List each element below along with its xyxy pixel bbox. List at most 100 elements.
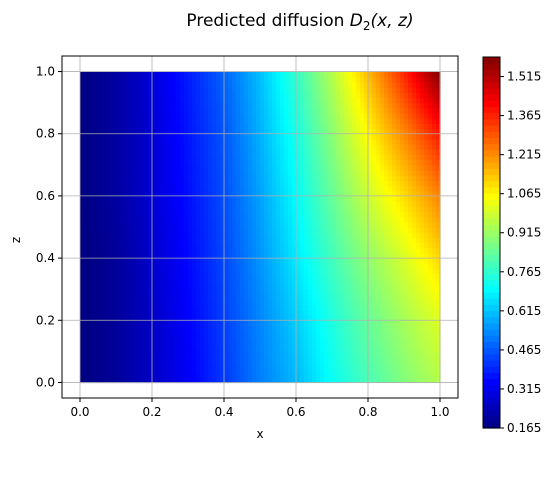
- heatmap-cell: [380, 346, 385, 352]
- heatmap-cell: [228, 118, 233, 124]
- heatmap-cell: [412, 138, 417, 145]
- heatmap-cell: [436, 315, 441, 321]
- heatmap-cell: [364, 294, 369, 301]
- heatmap-cell: [432, 227, 437, 233]
- heatmap-cell: [300, 258, 305, 264]
- heatmap-cell: [132, 221, 137, 228]
- heatmap-cell: [140, 133, 145, 140]
- heatmap-cell: [124, 304, 129, 311]
- heatmap-cell: [212, 242, 217, 249]
- heatmap-cell: [196, 175, 201, 181]
- heatmap-cell: [204, 366, 209, 373]
- heatmap-cell: [324, 366, 329, 373]
- heatmap-cell: [220, 211, 225, 218]
- heatmap-cell: [288, 299, 293, 306]
- heatmap-cell: [196, 284, 201, 290]
- heatmap-cell: [148, 242, 153, 249]
- heatmap-cell: [184, 346, 189, 352]
- heatmap-cell: [100, 351, 105, 358]
- heatmap-cell: [120, 102, 125, 109]
- heatmap-cell: [152, 195, 157, 202]
- heatmap-cell: [356, 164, 361, 171]
- heatmap-cell: [196, 232, 201, 238]
- heatmap-cell: [172, 294, 177, 301]
- heatmap-cell: [300, 133, 305, 140]
- heatmap-cell: [376, 107, 381, 114]
- heatmap-cell: [108, 190, 113, 197]
- heatmap-cell: [108, 372, 113, 378]
- heatmap-cell: [216, 247, 221, 254]
- heatmap-cell: [240, 258, 245, 264]
- heatmap-cell: [384, 304, 389, 311]
- heatmap-cell: [80, 211, 85, 218]
- heatmap-cell: [116, 216, 121, 223]
- heatmap-cell: [188, 180, 193, 187]
- heatmap-cell: [280, 258, 285, 264]
- heatmap-cell: [156, 273, 161, 280]
- heatmap-cell: [212, 190, 217, 197]
- heatmap-cell: [376, 372, 381, 378]
- heatmap-cell: [280, 372, 285, 378]
- heatmap-cell: [252, 107, 257, 114]
- heatmap-cell: [148, 335, 153, 342]
- heatmap-cell: [344, 315, 349, 321]
- heatmap-cell: [264, 170, 269, 176]
- heatmap-cell: [420, 356, 425, 363]
- heatmap-cell: [376, 284, 381, 290]
- heatmap-cell: [144, 206, 149, 213]
- heatmap-cell: [104, 268, 109, 275]
- heatmap-cell: [132, 102, 137, 109]
- heatmap-cell: [96, 268, 101, 275]
- heatmap-cell: [408, 138, 413, 145]
- heatmap-cell: [364, 366, 369, 373]
- heatmap-cell: [396, 138, 401, 145]
- heatmap-cell: [368, 133, 373, 140]
- heatmap-cell: [344, 211, 349, 218]
- heatmap-cell: [164, 102, 169, 109]
- heatmap-cell: [276, 185, 281, 192]
- heatmap-cell: [300, 320, 305, 327]
- heatmap-cell: [228, 232, 233, 238]
- heatmap-cell: [144, 361, 149, 368]
- heatmap-cell: [200, 263, 205, 270]
- heatmap-cell: [432, 237, 437, 244]
- heatmap-cell: [380, 335, 385, 342]
- heatmap-cell: [104, 195, 109, 202]
- heatmap-cell: [420, 346, 425, 352]
- heatmap-cell: [120, 170, 125, 176]
- heatmap-cell: [96, 289, 101, 295]
- heatmap-cell: [116, 377, 121, 384]
- heatmap-cell: [196, 258, 201, 264]
- heatmap-cell: [152, 185, 157, 192]
- heatmap-cell: [112, 372, 117, 378]
- heatmap-cell: [212, 118, 217, 124]
- heatmap-cell: [336, 372, 341, 378]
- heatmap-cell: [100, 299, 105, 306]
- heatmap-cell: [92, 190, 97, 197]
- heatmap-cell: [188, 185, 193, 192]
- heatmap-cell: [328, 149, 333, 156]
- heatmap-cell: [116, 366, 121, 373]
- heatmap-cell: [384, 247, 389, 254]
- heatmap-cell: [280, 247, 285, 254]
- heatmap-cell: [228, 263, 233, 270]
- heatmap-cell: [148, 107, 153, 114]
- heatmap-cell: [164, 356, 169, 363]
- heatmap-cell: [216, 144, 221, 150]
- heatmap-cell: [324, 180, 329, 187]
- heatmap-cell: [420, 372, 425, 378]
- heatmap-cell: [104, 377, 109, 384]
- heatmap-cell: [400, 304, 405, 311]
- heatmap-cell: [116, 258, 121, 264]
- heatmap-cell: [332, 107, 337, 114]
- heatmap-cell: [356, 232, 361, 238]
- heatmap-cell: [244, 346, 249, 352]
- heatmap-cell: [396, 237, 401, 244]
- heatmap-cell: [392, 154, 397, 161]
- heatmap-cell: [348, 237, 353, 244]
- heatmap-cell: [176, 263, 181, 270]
- heatmap-cell: [84, 175, 89, 181]
- heatmap-cell: [340, 361, 345, 368]
- heatmap-cell: [292, 294, 297, 301]
- heatmap-cell: [432, 351, 437, 358]
